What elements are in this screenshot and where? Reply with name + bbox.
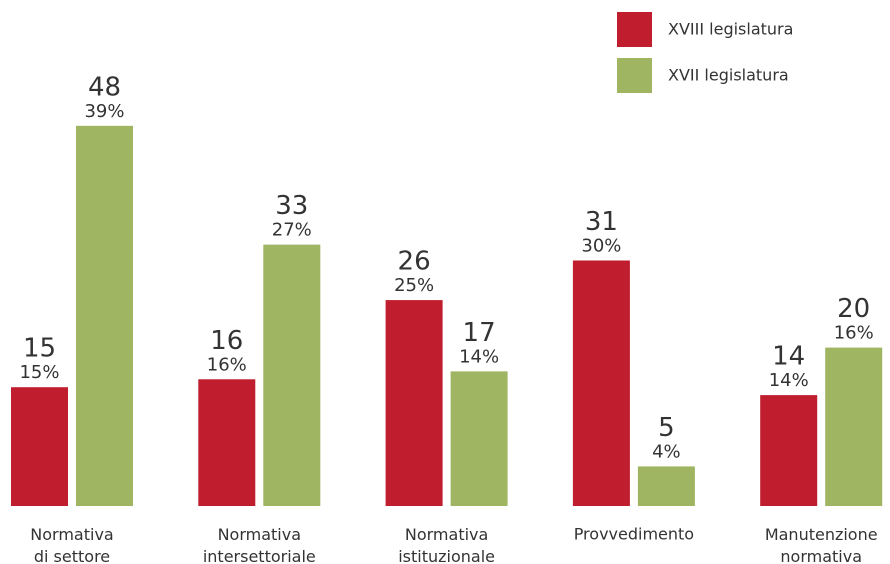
label-line: Manutenzione bbox=[765, 525, 878, 544]
bar bbox=[198, 379, 256, 506]
percent-label: 27% bbox=[272, 220, 312, 241]
value-label: 17 bbox=[463, 318, 496, 348]
bar bbox=[572, 260, 630, 506]
bar bbox=[450, 371, 508, 506]
value-label: 15 bbox=[23, 334, 56, 364]
value-label: 20 bbox=[837, 294, 870, 324]
percent-label: 39% bbox=[84, 101, 124, 122]
percent-label: 4% bbox=[652, 441, 681, 462]
label-line: Normativa bbox=[405, 525, 488, 544]
label-line: Normativa bbox=[30, 525, 113, 544]
x-tick-label: Normativa intersettoriale bbox=[203, 525, 316, 564]
bar bbox=[760, 395, 818, 506]
label-line: istituzionale bbox=[398, 547, 495, 564]
x-tick-label: Manutenzione normativa bbox=[765, 525, 878, 564]
legend-swatch bbox=[617, 58, 652, 93]
legend-label: XVIII legislatura bbox=[668, 20, 793, 39]
percent-label: 30% bbox=[581, 235, 621, 256]
label-line: intersettoriale bbox=[203, 547, 316, 564]
value-label: 31 bbox=[585, 207, 618, 237]
label-line: Normativa bbox=[218, 525, 301, 544]
percent-label: 16% bbox=[834, 323, 874, 344]
percent-label: 14% bbox=[769, 370, 809, 391]
value-label: 14 bbox=[772, 342, 805, 372]
bar bbox=[11, 387, 68, 506]
x-tick-label: Provvedimento bbox=[574, 525, 694, 544]
percent-label: 14% bbox=[459, 346, 499, 367]
bar bbox=[825, 347, 883, 506]
x-tick-label: Normativa istituzionale bbox=[398, 525, 495, 564]
value-label: 33 bbox=[275, 191, 308, 221]
bar bbox=[263, 244, 321, 506]
legend-swatch bbox=[617, 12, 652, 47]
bar bbox=[385, 300, 443, 506]
bar bbox=[76, 125, 133, 506]
value-label: 48 bbox=[88, 72, 121, 102]
label-line: di settore bbox=[34, 547, 110, 564]
value-label: 16 bbox=[210, 326, 243, 356]
x-tick-label: Normativa di settore bbox=[30, 525, 113, 564]
percent-label: 16% bbox=[207, 354, 247, 375]
percent-label: 15% bbox=[19, 362, 59, 383]
value-label: 5 bbox=[658, 413, 675, 443]
legend-label: XVII legislatura bbox=[668, 66, 789, 85]
bar bbox=[637, 466, 695, 506]
value-label: 26 bbox=[398, 247, 431, 277]
percent-label: 25% bbox=[394, 275, 434, 296]
label-line: normativa bbox=[780, 547, 862, 564]
